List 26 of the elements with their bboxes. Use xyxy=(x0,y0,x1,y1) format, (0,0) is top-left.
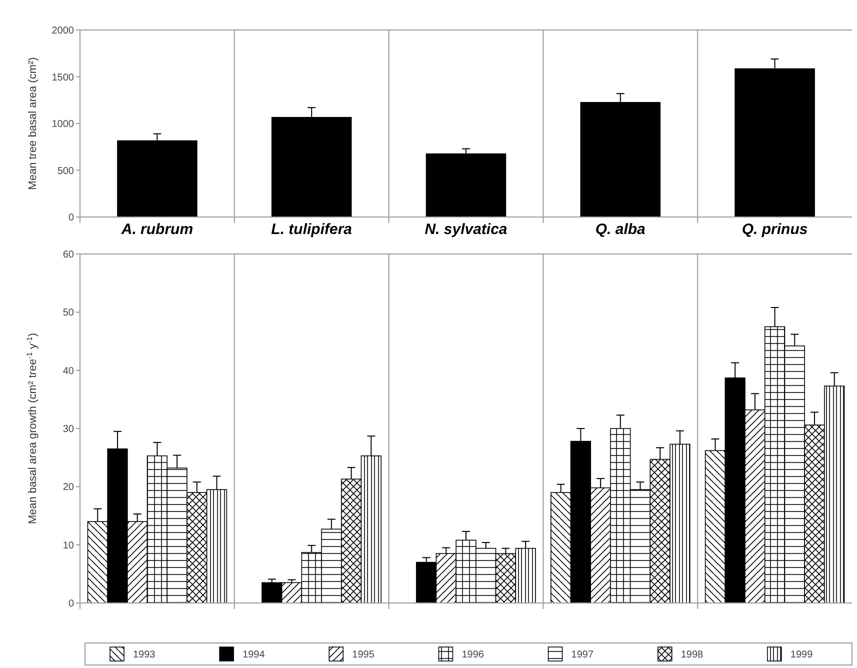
y-axis-title: Mean tree basal area (cm²) xyxy=(27,57,39,190)
bar xyxy=(426,153,506,217)
legend-label: 1996 xyxy=(462,650,484,660)
y-tick-label: 2000 xyxy=(52,26,74,36)
legend-label: 1999 xyxy=(790,650,814,660)
x-tick-label: Q. prinus xyxy=(742,221,808,238)
y-tick-label: 0 xyxy=(68,212,74,224)
x-tick-label: A. rubrum xyxy=(120,221,194,238)
y-tick-label: 60 xyxy=(62,250,74,260)
y-tick-label: 1500 xyxy=(52,72,74,84)
y-tick-label: 10 xyxy=(62,540,74,552)
legend-label: 1997 xyxy=(571,650,594,660)
x-tick-label: N. sylvatica xyxy=(424,221,508,238)
legend-label: 1995 xyxy=(352,650,375,660)
y-tick-label: 20 xyxy=(62,482,74,494)
y-tick-label: 1000 xyxy=(52,119,74,130)
legend-label: 1993 xyxy=(133,650,156,660)
y-tick-label: 40 xyxy=(62,366,74,377)
y-tick-label: 30 xyxy=(62,424,74,435)
y-tick-label: 50 xyxy=(62,308,74,319)
y-tick-label: 500 xyxy=(57,166,74,177)
y-tick-label: 0 xyxy=(68,598,74,610)
x-tick-label: L. tulipifera xyxy=(271,221,352,238)
legend-label: 1998 xyxy=(680,650,704,660)
legend-label: 1994 xyxy=(242,650,266,660)
x-tick-label: Q. alba xyxy=(595,221,646,238)
